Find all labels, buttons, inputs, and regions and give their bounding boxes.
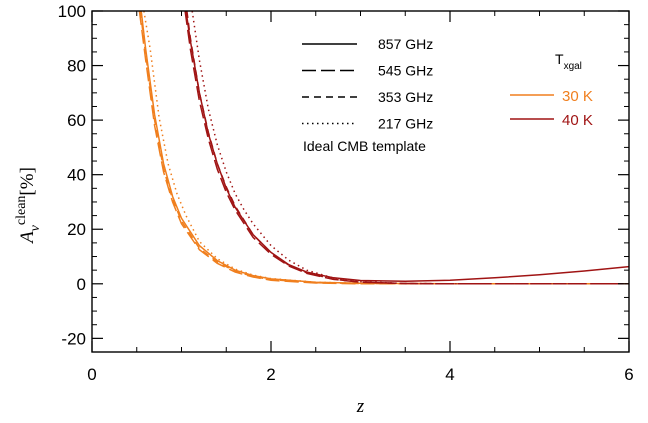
y-tick-label: 40 [67, 166, 86, 185]
legend-label-temperature: 30 K [562, 88, 593, 105]
series-line-6 [186, 11, 629, 285]
legend-label-frequency: 217 GHz [378, 116, 433, 132]
legend-label-temperature: 40 K [562, 112, 593, 129]
legend-label-frequency: 545 GHz [378, 63, 433, 79]
legend-note: Ideal CMB template [303, 138, 426, 154]
y-tick-label: 0 [77, 275, 86, 294]
x-tick-label: 2 [266, 365, 275, 384]
y-axis-label: Aνclean[%] [14, 167, 43, 245]
legend-temperature-title-sub: xgal [564, 61, 582, 72]
legend-temperature-title-main: T [555, 51, 564, 67]
y-tick-label: 100 [58, 2, 86, 21]
legend-frequency: 857 GHz 545 GHz 353 GHz 217 GHz Ideal CMB te… [302, 36, 433, 154]
y-tick-label: 60 [67, 111, 86, 130]
y-tick-label: 20 [67, 220, 86, 239]
series-lines [138, 11, 629, 285]
plot-frame [91, 10, 630, 353]
legend-label-frequency: 353 GHz [378, 89, 433, 105]
series-line-7 [191, 11, 629, 285]
y-tick-label: 80 [67, 57, 86, 76]
x-tick-label: 4 [445, 365, 454, 384]
y-axis-label-sub: ν [28, 224, 43, 231]
y-axis-label-sup: clean [14, 196, 29, 226]
x-tick-label: 6 [624, 365, 633, 384]
axis-ticks [91, 10, 630, 353]
legend-temperature-title: Txgal [555, 51, 582, 72]
x-axis-label: z [356, 396, 365, 417]
y-tick-label: -20 [61, 329, 86, 348]
y-axis-label-main: A [17, 231, 38, 245]
x-tick-label: 0 [87, 365, 96, 384]
legend-label-frequency: 857 GHz [378, 36, 433, 52]
y-axis-label-unit: [%] [17, 167, 38, 195]
legend-temperature: Txgal 30 K 40 K [510, 51, 593, 129]
